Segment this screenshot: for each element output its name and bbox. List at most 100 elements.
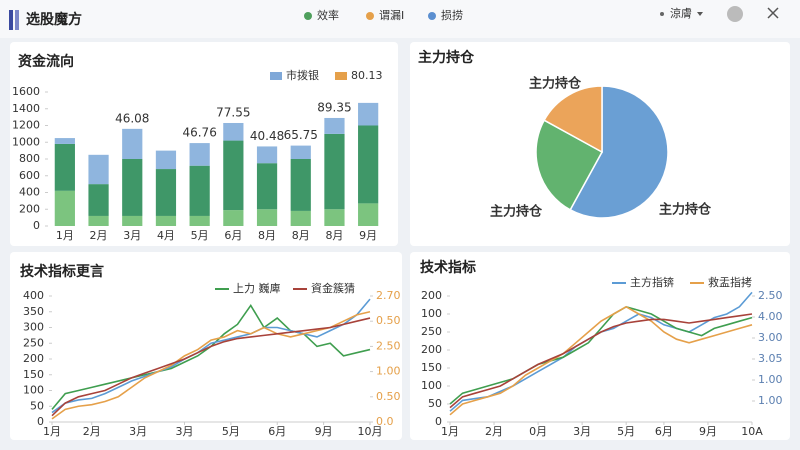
x-tick-label: 0月 xyxy=(529,425,547,438)
pie-slice xyxy=(535,119,604,211)
y-tick-label: 250 xyxy=(23,336,44,349)
x-tick-label: 3月 xyxy=(129,425,147,438)
legend-swatch xyxy=(335,72,347,80)
y-tick-label: 0 xyxy=(33,219,40,232)
bar-segment xyxy=(358,203,379,226)
x-tick-label: 2月 xyxy=(90,229,108,242)
chart-title: 技术指标 xyxy=(420,259,476,276)
legend-label: 市拨银 xyxy=(286,68,319,82)
app-title: 选股魔方 xyxy=(26,11,82,28)
bar-segment xyxy=(189,165,210,216)
slice-label: 主力持仓 xyxy=(490,204,543,220)
line xyxy=(449,305,753,405)
bar-segment xyxy=(256,146,278,164)
bar-segment xyxy=(189,143,210,166)
bar-segment xyxy=(155,169,177,216)
y-tick-label: 1600 xyxy=(12,85,40,98)
x-tick-label: 3月 xyxy=(573,425,591,438)
y-tick-label: 150 xyxy=(23,368,44,381)
bar-segment xyxy=(88,154,109,185)
data-label: 40.48 xyxy=(250,129,284,143)
avatar[interactable] xyxy=(727,6,743,22)
menu[interactable]: 涼膚 xyxy=(670,6,692,20)
legend-label: 80.13 xyxy=(351,69,383,82)
x-tick-label: 10A xyxy=(741,425,763,438)
bar-segment xyxy=(54,143,75,191)
x-tick-label: 8月 xyxy=(325,229,343,242)
y-tick-label: 400 xyxy=(19,186,40,199)
logo xyxy=(15,10,19,30)
y-tick-label: 1200 xyxy=(12,119,40,132)
bar-segment xyxy=(358,102,379,126)
y-tick-label: 100 xyxy=(421,379,442,392)
x-tick-label: 6月 xyxy=(224,229,242,242)
chart-title: 主力持仓 xyxy=(418,49,475,66)
y-tick-label: 150 xyxy=(421,361,442,374)
bar-segment xyxy=(324,133,345,210)
slice-label: 主力持仓 xyxy=(529,76,582,92)
x-tick-label: 5月 xyxy=(222,425,240,438)
bar-segment xyxy=(122,128,143,159)
y2-tick-label: 3.05 xyxy=(758,352,783,365)
legend-label: 损捞 xyxy=(441,8,463,22)
legend-label: 救盂指拷 xyxy=(708,275,752,289)
panel xyxy=(410,252,790,440)
x-tick-label: 6月 xyxy=(268,425,286,438)
x-tick-label: 2月 xyxy=(83,425,101,438)
chart-title: 技术指标更言 xyxy=(20,263,104,280)
x-tick-label: 1月 xyxy=(441,425,459,438)
bar-segment xyxy=(155,215,177,226)
y-tick-label: 400 xyxy=(23,289,44,302)
bar-segment xyxy=(324,117,345,134)
pie-slice xyxy=(543,85,603,154)
bar-segment xyxy=(290,159,311,211)
x-tick-label: 9月 xyxy=(699,425,717,438)
y2-tick-label: 0.50 xyxy=(376,390,401,403)
y-tick-label: 350 xyxy=(23,305,44,318)
line xyxy=(449,313,753,409)
header-bar xyxy=(0,0,800,38)
bar-segment xyxy=(122,215,143,226)
bar-segment xyxy=(88,215,109,226)
legend-dot xyxy=(366,12,374,20)
y2-tick-label: 0.50 xyxy=(376,314,401,327)
dropdown-arrow[interactable] xyxy=(697,12,703,16)
y-tick-label: 200 xyxy=(421,289,442,302)
y2-tick-label: 4.00 xyxy=(758,310,783,323)
y-tick-label: 50 xyxy=(428,397,442,410)
y2-tick-label: 3.00 xyxy=(758,331,783,344)
logo xyxy=(9,10,13,30)
x-tick-label: 4月 xyxy=(157,229,175,242)
bar-segment xyxy=(189,215,210,226)
x-tick-label: 3月 xyxy=(123,229,141,242)
x-tick-label: 3月 xyxy=(176,425,194,438)
bar-segment xyxy=(256,163,278,210)
close[interactable] xyxy=(767,7,779,19)
bar-segment xyxy=(358,125,379,204)
legend-dot xyxy=(304,12,312,20)
bar-segment xyxy=(324,209,345,226)
x-tick-label: 6月 xyxy=(655,425,673,438)
x-tick-label: 9月 xyxy=(359,229,377,242)
bar-segment xyxy=(54,138,75,144)
data-label: 65.75 xyxy=(284,128,318,142)
legend-swatch xyxy=(270,72,282,80)
y-tick-label: 1400 xyxy=(12,102,40,115)
y-tick-label: 250 xyxy=(421,325,442,338)
y2-tick-label: 2.50 xyxy=(376,339,401,352)
data-label: 77.55 xyxy=(216,105,250,119)
bar-segment xyxy=(290,210,311,226)
slice-label: 主力持仓 xyxy=(659,202,712,218)
line xyxy=(51,298,371,414)
y-tick-label: 200 xyxy=(421,343,442,356)
x-tick-label: 10月 xyxy=(358,425,383,438)
y-tick-label: 50 xyxy=(30,399,44,412)
data-label: 46.76 xyxy=(182,126,216,140)
y2-tick-label: 0.0 xyxy=(376,415,394,428)
data-label: 89.35 xyxy=(317,100,351,114)
line xyxy=(51,310,371,420)
bar-segment xyxy=(223,122,244,141)
x-tick-label: 1月 xyxy=(56,229,74,242)
bar-segment xyxy=(223,210,244,226)
